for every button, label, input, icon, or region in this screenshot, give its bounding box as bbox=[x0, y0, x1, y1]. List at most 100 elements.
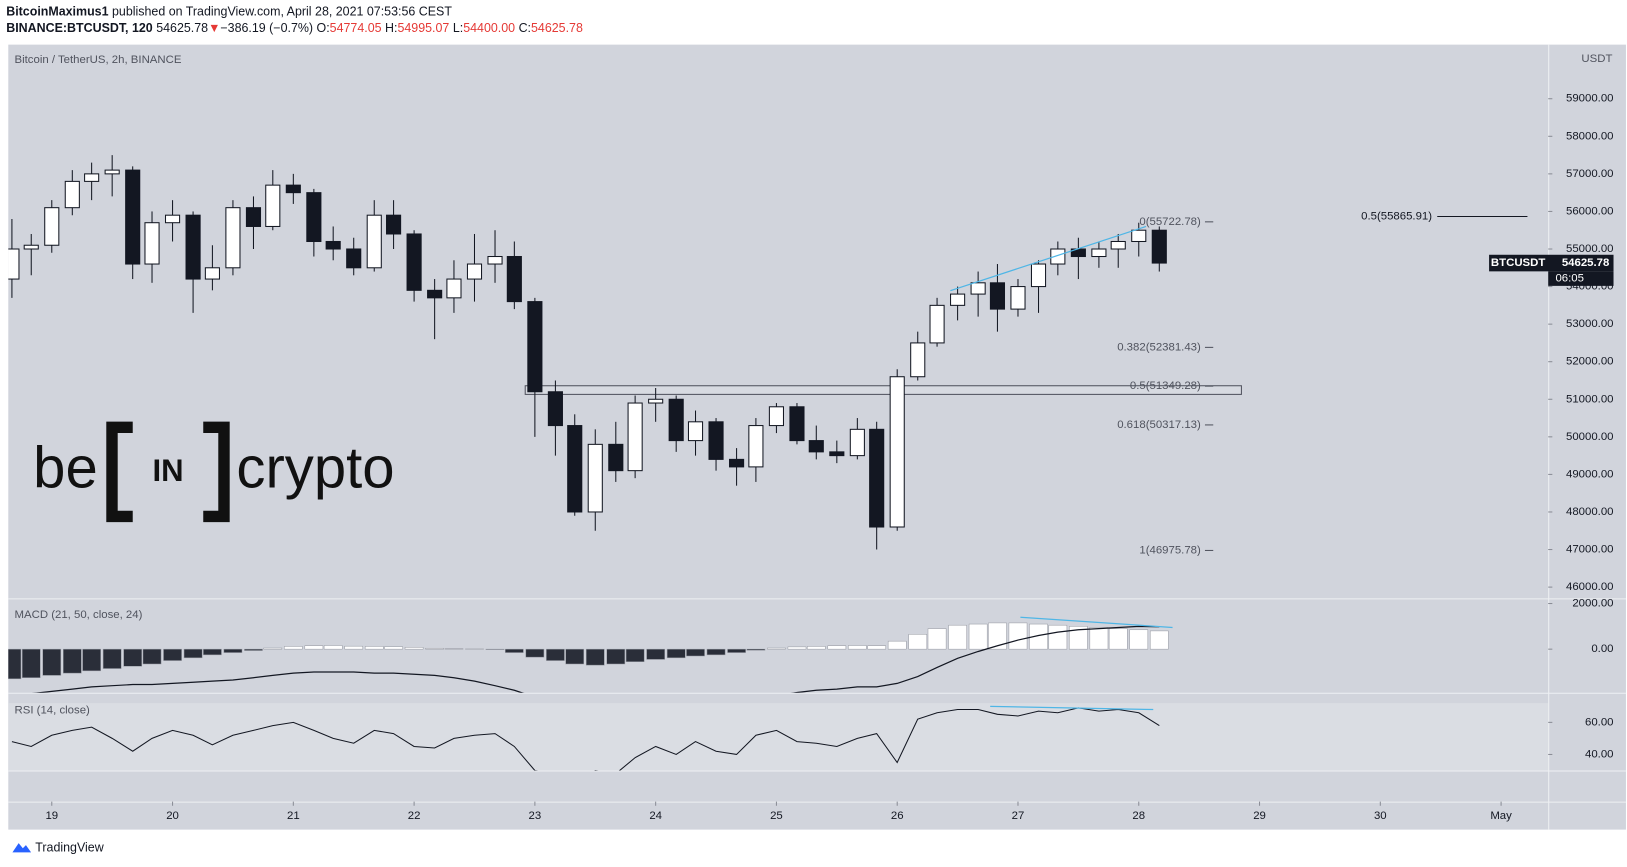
arrow: ▼ bbox=[208, 21, 220, 35]
macd-bar bbox=[827, 645, 847, 650]
candle-body bbox=[386, 214, 402, 235]
y-tick-label: 58000.00 bbox=[1566, 130, 1614, 142]
candle-body bbox=[869, 428, 885, 528]
y-tick-label: 51000.00 bbox=[1566, 393, 1614, 405]
y-tick-label: 2000.00 bbox=[1572, 598, 1613, 610]
fib-label: 0.5(51349.28) bbox=[1130, 380, 1201, 392]
x-tick-label: 20 bbox=[166, 810, 179, 822]
x-tick-label: 29 bbox=[1253, 810, 1266, 822]
ohlc-value: 54400.00 bbox=[463, 21, 515, 35]
macd-bar bbox=[706, 648, 726, 656]
footer-icon bbox=[12, 843, 32, 853]
candle-body bbox=[1151, 229, 1167, 264]
price-tag bbox=[1489, 254, 1614, 272]
candle-body bbox=[285, 184, 301, 194]
candle-body bbox=[567, 425, 583, 513]
candle-body bbox=[104, 169, 120, 175]
macd-bar bbox=[927, 628, 947, 650]
y-tick-label: 54000.00 bbox=[1566, 281, 1614, 293]
macd-bar bbox=[727, 648, 746, 653]
y-tick-label: 48000.00 bbox=[1566, 506, 1614, 518]
candle-body bbox=[164, 214, 181, 224]
macd-bar bbox=[425, 647, 444, 650]
x-tick-label: 30 bbox=[1374, 810, 1387, 822]
price-tag-countdown: 06:05 bbox=[1555, 273, 1584, 285]
macd-bar bbox=[767, 647, 786, 650]
candle-body bbox=[687, 421, 704, 442]
candle-body bbox=[125, 169, 141, 265]
macd-bar bbox=[1029, 623, 1048, 650]
candle-body bbox=[487, 255, 503, 265]
candle-body bbox=[929, 304, 945, 344]
macd-bar bbox=[525, 648, 545, 658]
macd-bar bbox=[546, 648, 565, 661]
macd-bar bbox=[1129, 629, 1149, 650]
macd-bar bbox=[123, 648, 143, 667]
x-tick-label: 23 bbox=[529, 810, 542, 822]
symbol: BINANCE:BTCUSDT, 120 bbox=[6, 21, 153, 35]
macd-bar bbox=[948, 624, 967, 650]
macd-bar bbox=[968, 623, 988, 650]
macd-bar bbox=[284, 646, 303, 650]
change: −386.19 (−0.7%) bbox=[220, 21, 313, 35]
macd-bar bbox=[787, 646, 807, 650]
y-tick-label: 59000.00 bbox=[1566, 93, 1614, 105]
macd-bar bbox=[867, 645, 886, 650]
y-tick-label: 50000.00 bbox=[1566, 431, 1614, 443]
footer-brand: TradingView bbox=[35, 841, 104, 855]
macd-bar bbox=[1108, 628, 1128, 650]
y-tick-label: 46000.00 bbox=[1566, 581, 1614, 593]
candle-body bbox=[729, 458, 745, 468]
candle-body bbox=[346, 248, 362, 269]
candle-body bbox=[768, 406, 784, 427]
author: BitcoinMaximus1 bbox=[6, 5, 108, 19]
candle-body bbox=[1091, 248, 1107, 258]
macd-bar bbox=[263, 647, 283, 650]
candle-body bbox=[427, 289, 443, 299]
candle-body bbox=[306, 192, 322, 243]
candle-body bbox=[527, 301, 543, 393]
macd-bar bbox=[42, 648, 62, 676]
fib-label: 0(55722.78) bbox=[1139, 216, 1201, 228]
candle-body bbox=[265, 184, 281, 227]
y-tick-label: 0.00 bbox=[1591, 643, 1613, 655]
y-tick-label: 40.00 bbox=[1585, 748, 1614, 760]
logo-mark: IN bbox=[152, 453, 183, 488]
candle-body bbox=[889, 376, 905, 528]
candle-body bbox=[325, 240, 341, 250]
macd-bar bbox=[887, 640, 907, 650]
candle-body bbox=[808, 440, 824, 453]
fib-label: 0.5(55865.91) bbox=[1361, 210, 1432, 222]
macd-bar bbox=[8, 648, 22, 680]
y-tick-label: 47000.00 bbox=[1566, 544, 1614, 556]
fib-label: 0.382(52381.43) bbox=[1117, 341, 1201, 353]
y-tick-label: 55000.00 bbox=[1566, 243, 1614, 255]
candle-body bbox=[627, 402, 643, 472]
logo-text: crypto bbox=[236, 435, 394, 500]
logo-brackets bbox=[106, 421, 230, 523]
macd-bar bbox=[102, 648, 122, 669]
x-tick-label: 21 bbox=[287, 810, 300, 822]
candle-body bbox=[185, 214, 201, 280]
x-tick-label: 27 bbox=[1012, 810, 1025, 822]
fib-label: 1(46975.78) bbox=[1139, 544, 1201, 556]
candle-body bbox=[708, 421, 724, 460]
macd-bar bbox=[746, 648, 766, 651]
macd-bar bbox=[1048, 624, 1068, 650]
candle-body bbox=[8, 248, 20, 280]
candle-body bbox=[466, 263, 483, 280]
macd-bar bbox=[323, 645, 343, 650]
ohlc-key: H: bbox=[385, 21, 397, 35]
trendline bbox=[990, 705, 1154, 711]
pane: 19 20 21 22 23 24 25 26 27 28 29 30 May 46000.00 47000… bbox=[45, 93, 1613, 822]
macd-bar bbox=[244, 648, 263, 651]
price-tag-value: 54625.78 bbox=[1562, 257, 1610, 269]
ohlc-key: O: bbox=[317, 21, 330, 35]
candle-body bbox=[1030, 263, 1047, 288]
x-tick-label: 26 bbox=[891, 810, 904, 822]
rsi-title: RSI (14, close) bbox=[15, 704, 91, 716]
candle-body bbox=[950, 293, 966, 306]
macd-bar bbox=[988, 622, 1007, 650]
x-tick-label: 28 bbox=[1132, 810, 1145, 822]
